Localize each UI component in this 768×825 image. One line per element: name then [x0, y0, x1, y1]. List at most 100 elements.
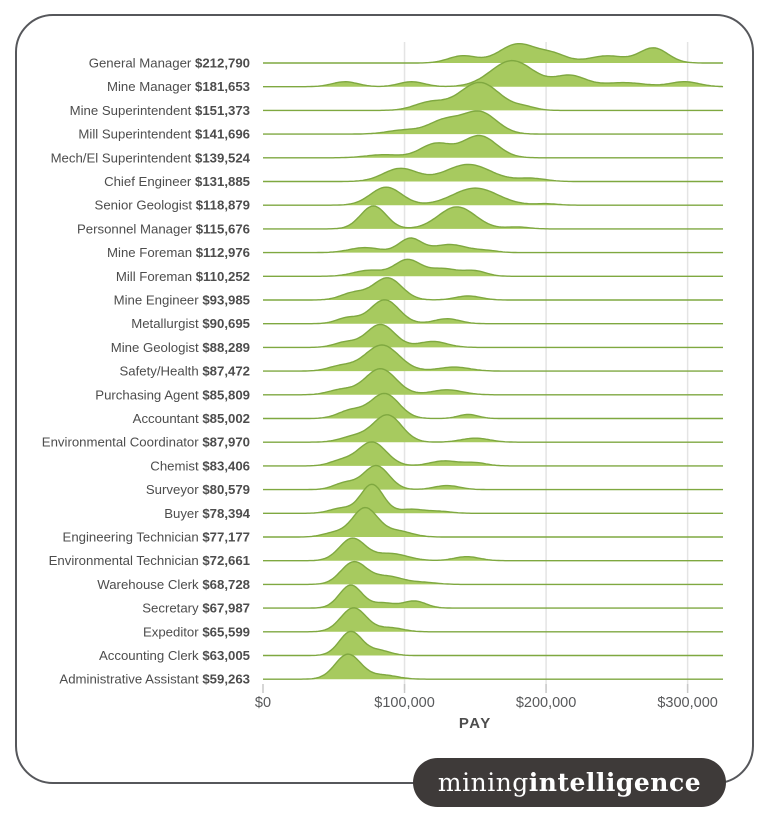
density-curve	[263, 584, 723, 609]
row-label-title: Chemist	[150, 458, 202, 473]
row-label-title: Mine Geologist	[111, 340, 203, 355]
row-label-title: Secretary	[142, 601, 202, 616]
row-label-title: Administrative Assistant	[59, 672, 202, 687]
row-label-title: Purchasing Agent	[95, 387, 202, 402]
density-curve	[263, 277, 723, 301]
row-label-pay: $93,985	[202, 293, 250, 308]
row-label: Expeditor $65,599	[143, 624, 250, 639]
row-label-pay: $67,987	[202, 601, 250, 616]
row-label-title: Accounting Clerk	[99, 648, 202, 663]
density-curve	[263, 323, 723, 349]
row-label-pay: $85,809	[202, 387, 250, 402]
density-curve	[263, 344, 723, 372]
row-label: Accountant $85,002	[133, 411, 250, 426]
row-label-pay: $87,472	[202, 364, 250, 379]
row-label-title: Mine Manager	[107, 79, 195, 94]
density-curve	[263, 414, 723, 443]
row-label-pay: $59,263	[202, 672, 250, 687]
row-label-title: Metallurgist	[131, 316, 202, 331]
row-label-pay: $68,728	[202, 577, 250, 592]
row-label: Engineering Technician $77,177	[63, 530, 250, 545]
row-label: Mine Foreman $112,976	[107, 245, 250, 260]
row-label: Warehouse Clerk $68,728	[97, 577, 250, 592]
density-curve	[263, 81, 723, 112]
row-label: Secretary $67,987	[142, 601, 250, 616]
row-label: Mine Engineer $93,985	[114, 293, 250, 308]
density-curve	[263, 59, 724, 88]
row-label-title: Mill Superintendent	[78, 127, 195, 142]
row-label: Mine Superintendent $151,373	[70, 103, 250, 118]
row-label-title: Environmental Coordinator	[42, 435, 203, 450]
row-label-pay: $63,005	[202, 648, 250, 663]
row-label-title: Expeditor	[143, 624, 202, 639]
axis-tick-label: $0	[255, 695, 271, 711]
row-label-title: Environmental Technician	[49, 553, 203, 568]
row-label-pay: $72,661	[202, 553, 250, 568]
brand-logo-regular-text: mining	[437, 768, 529, 797]
row-label: Mech/El Superintendent $139,524	[51, 150, 251, 165]
density-curve	[263, 258, 723, 277]
row-label-pay: $83,406	[202, 458, 250, 473]
density-curve	[263, 607, 723, 633]
density-curve	[263, 441, 723, 467]
row-label-pay: $78,394	[202, 506, 250, 521]
row-label-pay: $88,289	[202, 340, 250, 355]
row-label-title: Personnel Manager	[77, 221, 196, 236]
row-label-title: Mill Foreman	[116, 269, 196, 284]
row-label-pay: $90,695	[202, 316, 250, 331]
density-curve	[263, 237, 723, 254]
row-label: Metallurgist $90,695	[131, 316, 250, 331]
row-label: Administrative Assistant $59,263	[59, 672, 250, 687]
axis-tick-label: $100,000	[374, 695, 434, 711]
density-curve	[263, 43, 723, 64]
row-label-pay: $181,653	[195, 79, 250, 94]
axis-title: PAY	[459, 715, 492, 732]
row-label-title: Buyer	[164, 506, 202, 521]
row-label: Surveyor $80,579	[146, 482, 250, 497]
row-label-title: General Manager	[89, 56, 195, 71]
density-curve	[263, 392, 723, 420]
row-label-pay: $80,579	[202, 482, 250, 497]
row-label: Chief Engineer $131,885	[104, 174, 250, 189]
row-label: Safety/Health $87,472	[119, 364, 250, 379]
row-label-title: Surveyor	[146, 482, 202, 497]
row-label: Chemist $83,406	[150, 458, 250, 473]
row-label-title: Mine Superintendent	[70, 103, 195, 118]
row-label-pay: $131,885	[195, 174, 250, 189]
axis-tick-label: $300,000	[657, 695, 717, 711]
row-label: Mill Superintendent $141,696	[78, 127, 250, 142]
row-label-pay: $212,790	[195, 56, 250, 71]
brand-logo: mining intelligence	[413, 758, 726, 807]
row-label-pay: $87,970	[202, 435, 250, 450]
row-label-title: Engineering Technician	[63, 530, 203, 545]
row-label-pay: $141,696	[195, 127, 250, 142]
row-label-pay: $112,976	[196, 245, 250, 260]
row-label-title: Mech/El Superintendent	[51, 150, 195, 165]
row-label: Purchasing Agent $85,809	[95, 387, 250, 402]
row-label-title: Senior Geologist	[95, 198, 196, 213]
row-label-title: Warehouse Clerk	[97, 577, 202, 592]
density-curve	[263, 537, 723, 562]
density-curve	[263, 186, 723, 206]
row-label-pay: $139,524	[195, 150, 251, 165]
density-curve	[263, 653, 723, 680]
row-label-pay: $115,676	[196, 221, 250, 236]
row-label: Accounting Clerk $63,005	[99, 648, 250, 663]
row-label: Personnel Manager $115,676	[77, 221, 250, 236]
density-curve	[263, 299, 723, 325]
row-label-pay: $118,879	[196, 198, 250, 213]
row-label-pay: $110,252	[196, 269, 250, 284]
density-curve	[263, 630, 723, 657]
row-label: General Manager $212,790	[89, 56, 250, 71]
row-label-pay: $151,373	[195, 103, 250, 118]
row-label-title: Mine Foreman	[107, 245, 196, 260]
density-curve	[263, 483, 723, 514]
row-label: Buyer $78,394	[164, 506, 250, 521]
density-curve	[263, 506, 723, 538]
row-label-pay: $65,599	[202, 624, 250, 639]
brand-logo-bold-text: intelligence	[528, 768, 702, 797]
row-label-title: Mine Engineer	[114, 293, 203, 308]
density-curve	[263, 368, 723, 396]
row-label: Senior Geologist $118,879	[95, 198, 250, 213]
